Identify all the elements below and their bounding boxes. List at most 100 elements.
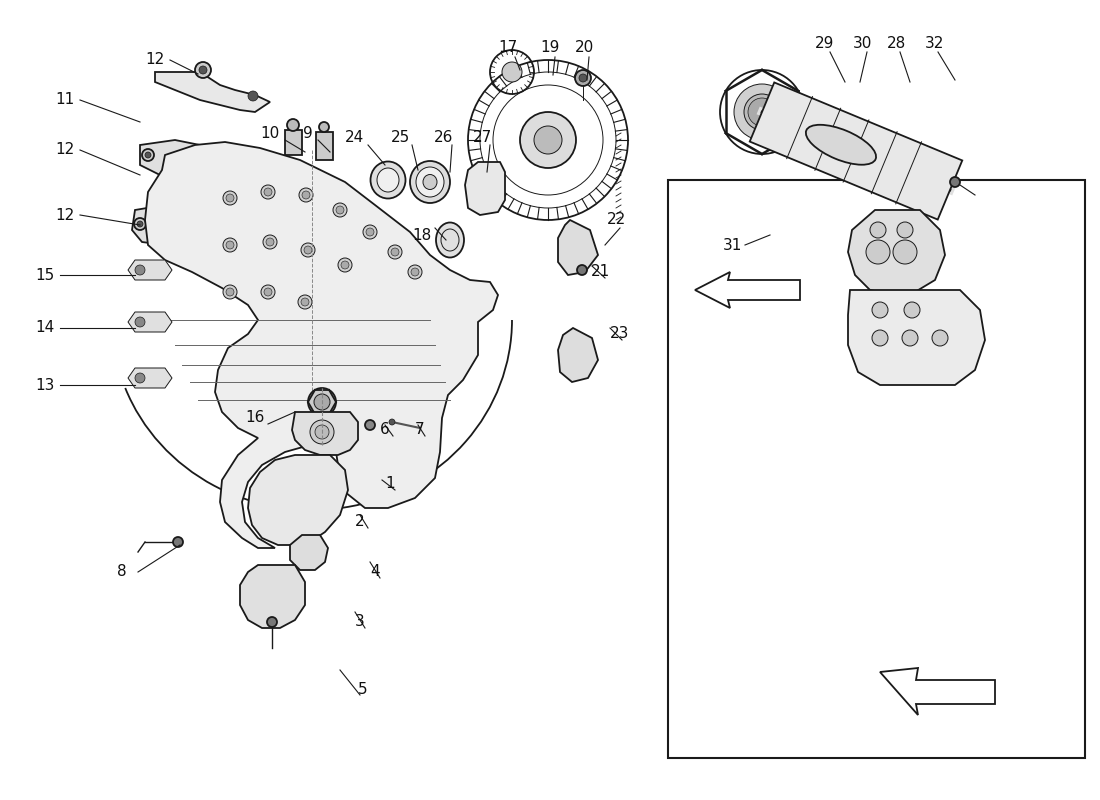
Circle shape	[308, 388, 336, 416]
Circle shape	[135, 317, 145, 327]
Circle shape	[226, 288, 234, 296]
Circle shape	[315, 425, 329, 439]
Text: 25: 25	[390, 130, 409, 146]
Circle shape	[341, 261, 349, 269]
Circle shape	[304, 246, 312, 254]
Circle shape	[266, 238, 274, 246]
Circle shape	[866, 240, 890, 264]
Circle shape	[744, 94, 780, 130]
Text: 14: 14	[35, 321, 55, 335]
Polygon shape	[292, 412, 358, 455]
Text: 12: 12	[55, 142, 75, 158]
Circle shape	[199, 66, 207, 74]
Circle shape	[366, 228, 374, 236]
Circle shape	[314, 394, 330, 410]
Circle shape	[261, 185, 275, 199]
Circle shape	[902, 330, 918, 346]
Text: 12: 12	[55, 207, 75, 222]
Circle shape	[389, 419, 395, 425]
Polygon shape	[155, 72, 270, 112]
Circle shape	[390, 248, 399, 256]
Circle shape	[338, 258, 352, 272]
Ellipse shape	[416, 167, 444, 197]
Circle shape	[223, 191, 236, 205]
Text: 19: 19	[540, 41, 560, 55]
Circle shape	[336, 474, 344, 482]
Circle shape	[408, 265, 422, 279]
Circle shape	[145, 152, 151, 158]
Polygon shape	[140, 140, 214, 178]
Circle shape	[932, 330, 948, 346]
Polygon shape	[128, 368, 172, 388]
Circle shape	[287, 119, 299, 131]
Circle shape	[520, 112, 576, 168]
Circle shape	[578, 265, 587, 275]
Polygon shape	[880, 668, 996, 715]
Circle shape	[195, 62, 211, 78]
Text: 4: 4	[371, 565, 380, 579]
Polygon shape	[750, 82, 962, 219]
Circle shape	[226, 241, 234, 249]
Polygon shape	[848, 290, 984, 385]
Text: 2: 2	[355, 514, 365, 530]
Circle shape	[870, 222, 886, 238]
Circle shape	[138, 221, 143, 227]
Circle shape	[896, 222, 913, 238]
Circle shape	[411, 268, 419, 276]
Text: 12: 12	[145, 53, 165, 67]
Ellipse shape	[410, 161, 450, 203]
Circle shape	[173, 537, 183, 547]
Polygon shape	[128, 312, 172, 332]
Polygon shape	[128, 260, 172, 280]
Polygon shape	[316, 132, 333, 160]
Polygon shape	[465, 162, 505, 215]
Circle shape	[734, 84, 790, 140]
Circle shape	[301, 243, 315, 257]
Ellipse shape	[424, 174, 437, 190]
Polygon shape	[132, 205, 190, 245]
Circle shape	[365, 420, 375, 430]
Polygon shape	[695, 272, 800, 308]
Bar	[668, 180, 1085, 758]
Ellipse shape	[371, 162, 406, 198]
Text: 21: 21	[591, 265, 609, 279]
Circle shape	[502, 62, 522, 82]
Text: 17: 17	[498, 41, 518, 55]
Polygon shape	[145, 142, 498, 548]
Circle shape	[195, 159, 205, 169]
Circle shape	[261, 285, 275, 299]
Text: 29: 29	[815, 35, 835, 50]
Polygon shape	[240, 565, 305, 628]
Text: 26: 26	[434, 130, 453, 146]
Text: 30: 30	[852, 35, 871, 50]
Text: 5: 5	[359, 682, 367, 698]
Ellipse shape	[806, 125, 876, 165]
Ellipse shape	[377, 168, 399, 192]
Text: 28: 28	[887, 35, 905, 50]
Circle shape	[223, 285, 236, 299]
Circle shape	[299, 188, 314, 202]
Ellipse shape	[436, 222, 464, 258]
Circle shape	[134, 218, 146, 230]
Circle shape	[579, 74, 587, 82]
Text: 10: 10	[261, 126, 279, 141]
Circle shape	[388, 245, 401, 259]
Circle shape	[333, 203, 346, 217]
Polygon shape	[248, 455, 348, 545]
Circle shape	[534, 126, 562, 154]
Circle shape	[223, 238, 236, 252]
Circle shape	[142, 149, 154, 161]
Circle shape	[302, 191, 310, 199]
Text: 13: 13	[35, 378, 55, 393]
Text: 31: 31	[723, 238, 741, 253]
Circle shape	[310, 420, 334, 444]
Circle shape	[872, 302, 888, 318]
Circle shape	[748, 98, 775, 126]
Text: 20: 20	[574, 41, 594, 55]
Text: 27: 27	[473, 130, 493, 146]
Polygon shape	[290, 535, 328, 570]
Circle shape	[336, 206, 344, 214]
Circle shape	[575, 70, 591, 86]
Text: 18: 18	[412, 227, 431, 242]
Circle shape	[301, 298, 309, 306]
